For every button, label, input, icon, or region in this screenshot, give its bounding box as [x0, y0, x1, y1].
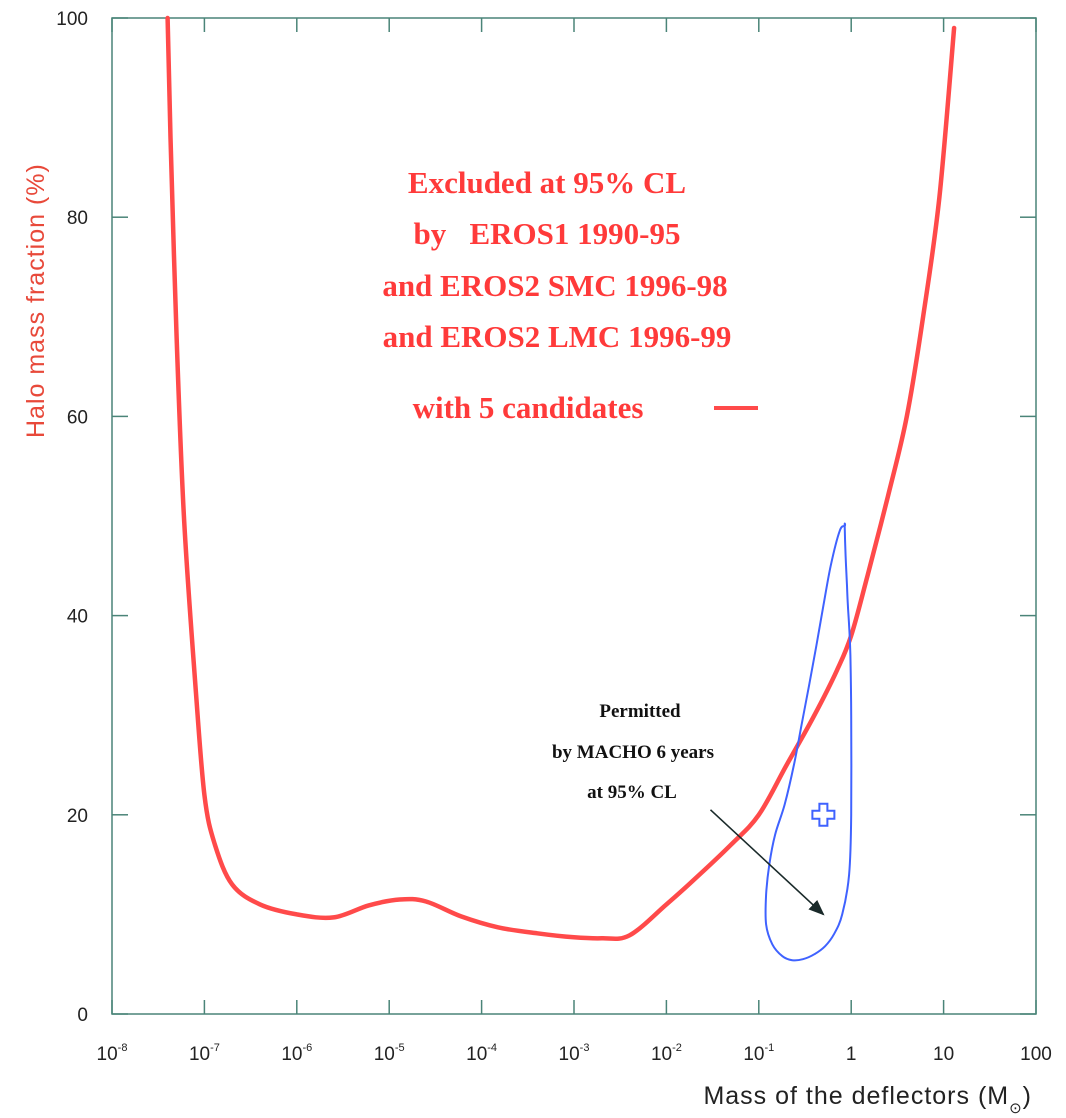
x-tick-label: 1: [846, 1044, 857, 1065]
x-tick-label: 10-2: [651, 1042, 682, 1065]
x-tick-label: 10-1: [743, 1042, 774, 1065]
excluded-line-3: and EROS2 SMC 1996-98: [382, 268, 727, 303]
y-axis-ticks: [112, 17, 1036, 1015]
x-axis-title: Mass of the deflectors (M⊙): [703, 1082, 1032, 1117]
x-tick-label: 10-4: [466, 1042, 497, 1065]
y-tick-label: 0: [77, 1005, 88, 1026]
y-axis-title: Halo mass fraction (%): [22, 163, 50, 438]
permitted-line-2: by MACHO 6 years: [552, 742, 714, 763]
macho-confidence-contour: [764, 522, 853, 962]
y-tick-label: 100: [56, 9, 88, 30]
permitted-arrow: [709, 809, 825, 916]
excluded-line-1: Excluded at 95% CL: [408, 165, 686, 200]
excluded-line-2: by EROS1 1990-95: [414, 216, 681, 251]
x-tick-label: 10-7: [189, 1042, 220, 1065]
x-axis-tick-labels: 10-8 10-7 10-6 10-5 10-4 10-3 10-2 10-1 1 10 100: [97, 1042, 1052, 1065]
macho-best-fit-marker: [811, 802, 836, 827]
best-fit-cross: [811, 802, 836, 827]
y-tick-label: 80: [67, 208, 88, 229]
x-tick-label: 10-3: [559, 1042, 590, 1065]
x-axis-ticks: [111, 18, 1037, 1014]
x-tick-label: 10-5: [374, 1042, 405, 1065]
permitted-line-1: Permitted: [599, 701, 681, 722]
permitted-annotation: Permitted by MACHO 6 years at 95% CL: [552, 701, 825, 916]
excluded-line-5: with 5 candidates: [413, 390, 644, 425]
y-tick-label: 20: [67, 806, 88, 827]
excluded-annotation: Excluded at 95% CL by EROS1 1990-95 and …: [382, 165, 758, 425]
x-tick-label: 10-6: [281, 1042, 312, 1065]
excluded-line-4: and EROS2 LMC 1996-99: [383, 319, 732, 354]
y-tick-label: 40: [67, 607, 88, 628]
y-axis-tick-labels: 0 20 40 60 80 100: [56, 9, 88, 1026]
exclusion-limit-curve: [165, 15, 957, 942]
permitted-line-3: at 95% CL: [587, 782, 677, 803]
x-tick-label: 10: [933, 1044, 954, 1065]
x-tick-label: 100: [1020, 1044, 1052, 1065]
y-tick-label: 60: [67, 407, 88, 428]
x-tick-label: 10-8: [97, 1042, 128, 1065]
